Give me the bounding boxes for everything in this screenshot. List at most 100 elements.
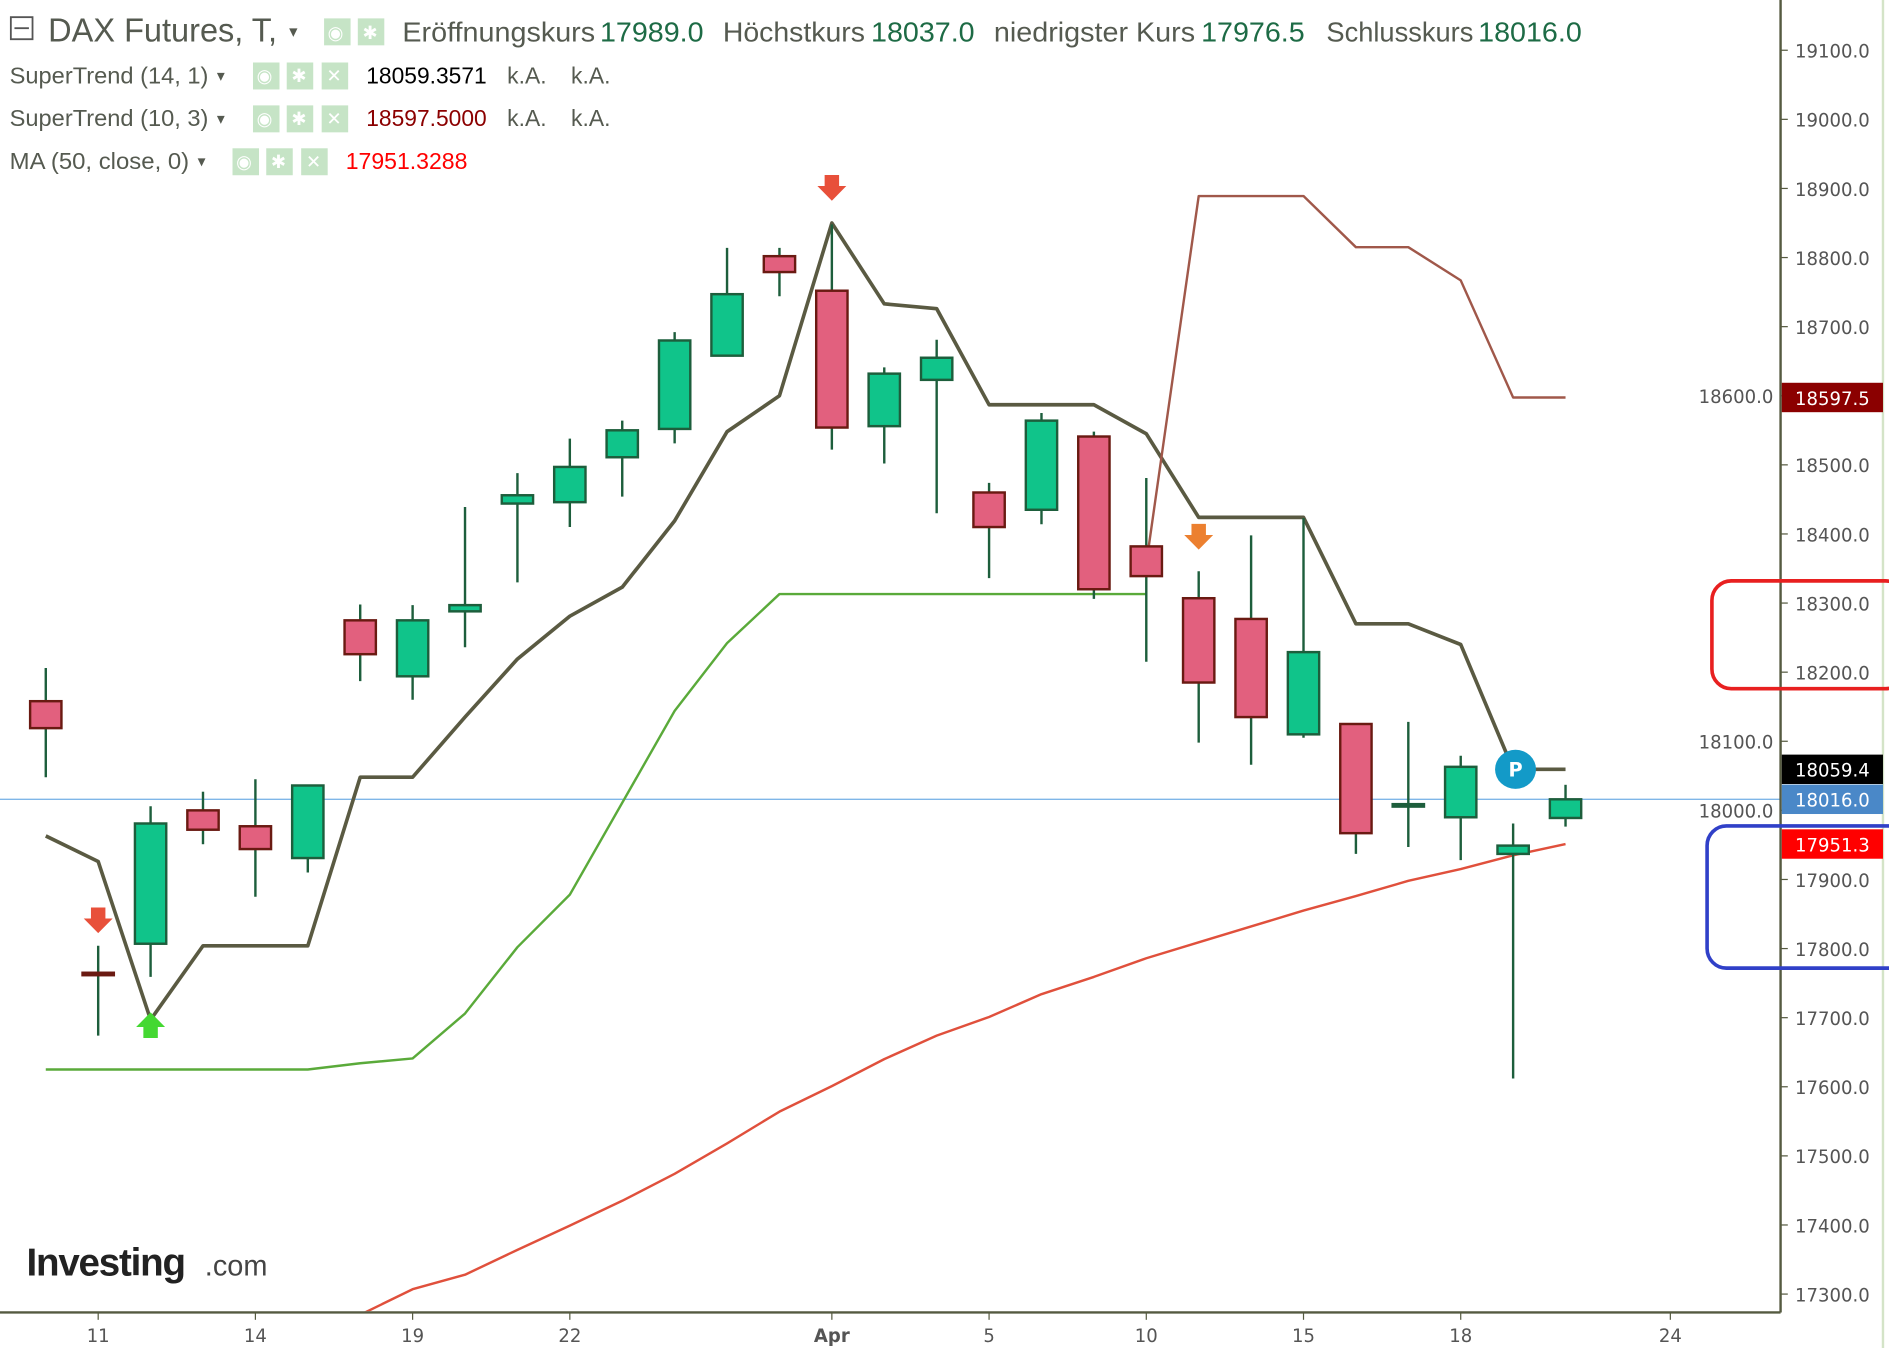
candle[interactable] [972, 482, 1006, 579]
y-tick-label: 18000.0 [1699, 802, 1774, 823]
candle[interactable] [867, 367, 902, 464]
candle[interactable] [395, 605, 430, 700]
close-label: Schlusskurs [1326, 16, 1473, 47]
candle[interactable] [657, 332, 692, 444]
y-tick-label: 18600.0 [1699, 387, 1774, 408]
candle[interactable] [1286, 518, 1321, 738]
candle[interactable] [919, 339, 954, 514]
candle-body-up [710, 292, 744, 357]
indicator-name: SuperTrend (14, 1) [10, 62, 209, 88]
candle[interactable] [448, 507, 482, 648]
caret-down-icon[interactable]: ▾ [289, 22, 298, 41]
gear-icon[interactable] [357, 18, 385, 46]
candle-body-up [500, 494, 535, 505]
candle[interactable] [762, 247, 797, 297]
candles[interactable] [28, 224, 1583, 1079]
candle[interactable] [1496, 823, 1530, 1079]
y-tick-label: 19100.0 [1795, 41, 1870, 62]
sell-arrow-down-icon [817, 174, 847, 201]
blue-annotation-box [1705, 824, 1889, 970]
eye-glyph: ◉ [328, 23, 344, 44]
marker-label: P [1508, 759, 1522, 782]
price-label-bg [1781, 382, 1883, 413]
candle-body-up [1286, 650, 1321, 736]
eye-icon[interactable] [232, 148, 260, 176]
candle[interactable] [710, 247, 744, 357]
candle[interactable] [81, 945, 116, 1036]
logo-brand: Investing [27, 1241, 185, 1284]
high-label: Höchstkurs [723, 16, 865, 47]
y-tick-label: 18300.0 [1795, 594, 1870, 615]
candle[interactable] [343, 604, 378, 682]
candle-body-down [343, 619, 378, 656]
indicator-extra: k.A. [507, 105, 546, 131]
position-marker[interactable]: P [1495, 749, 1537, 789]
price-label-bg [1781, 754, 1883, 785]
eye-icon[interactable] [252, 62, 280, 90]
y-tick-label: 17600.0 [1795, 1078, 1870, 1099]
candle[interactable] [1024, 413, 1059, 525]
y-tick-label: 17900.0 [1795, 871, 1870, 892]
y-tick-label: 18400.0 [1795, 525, 1870, 546]
price-label: 18059.4 [1781, 754, 1883, 785]
candle[interactable] [186, 791, 220, 845]
y-tick-label: 18100.0 [1699, 732, 1774, 753]
candle[interactable] [1339, 722, 1373, 854]
candle[interactable] [290, 784, 325, 873]
price-label-text: 18016.0 [1795, 791, 1870, 812]
candle[interactable] [1129, 477, 1164, 662]
caret-down-icon[interactable]: ▾ [217, 111, 225, 128]
gear-icon[interactable] [286, 105, 314, 133]
y-tick-label: 18800.0 [1795, 249, 1870, 270]
signals [83, 174, 1214, 1039]
candle[interactable] [1391, 721, 1426, 847]
eye-icon[interactable] [252, 105, 280, 133]
candle-body-up [1024, 419, 1059, 511]
candle[interactable] [28, 668, 63, 778]
indicator-lines [44, 194, 1566, 1312]
indicator-value: 18059.3571 [366, 62, 486, 88]
y-axis[interactable]: 19100.0 19000.0 18900.0 18800.0 18700.0 18600… [1699, 41, 1870, 1306]
caret-down-icon[interactable]: ▾ [217, 68, 225, 85]
close-icon[interactable] [321, 62, 349, 90]
y-tick-label: 17700.0 [1795, 1009, 1870, 1030]
candle[interactable] [1548, 784, 1583, 827]
candle[interactable] [1443, 755, 1478, 861]
candle[interactable] [605, 420, 640, 497]
indicator-value: 18597.5000 [366, 105, 486, 131]
candle[interactable] [1077, 431, 1111, 599]
red-annotation-box [1710, 579, 1889, 691]
gear-icon[interactable] [266, 148, 293, 176]
candle[interactable] [1234, 535, 1268, 765]
close-icon[interactable] [301, 148, 328, 176]
y-tick-label: 19000.0 [1795, 111, 1870, 132]
close-icon[interactable] [321, 105, 349, 133]
candle[interactable] [133, 806, 168, 977]
candle[interactable] [552, 438, 587, 528]
gear-icon[interactable] [286, 62, 314, 90]
candle[interactable] [1181, 571, 1216, 743]
candle-body-down [238, 825, 273, 851]
price-label-bg [1781, 829, 1883, 859]
y-tick-label: 17800.0 [1795, 940, 1870, 961]
close-value: 18016.0 [1478, 16, 1582, 47]
open-label: Eröffnungskurs [402, 16, 595, 47]
eye-icon[interactable] [324, 18, 351, 46]
low-value: 17976.5 [1201, 16, 1305, 47]
indicator-extra: k.A. [507, 62, 546, 88]
candle[interactable] [814, 224, 849, 450]
price-label-bg [1781, 784, 1883, 815]
x-tick-label: 10 [1135, 1326, 1158, 1347]
x-axis[interactable]: 11 14 19 22 Apr 5 10 15 18 24 [87, 1312, 1682, 1347]
y-tick-label: 18900.0 [1795, 180, 1870, 201]
eye-glyph: ◉ [257, 66, 273, 87]
y-tick-label: 17500.0 [1795, 1147, 1870, 1168]
candle[interactable] [500, 473, 535, 583]
candle[interactable] [238, 779, 273, 897]
caret-down-icon[interactable]: ▾ [198, 154, 206, 171]
candle-body-up [133, 822, 168, 945]
candle-body-down [1077, 435, 1111, 591]
collapse-icon[interactable] [9, 16, 34, 41]
low-label: niedrigster Kurs [994, 16, 1195, 47]
